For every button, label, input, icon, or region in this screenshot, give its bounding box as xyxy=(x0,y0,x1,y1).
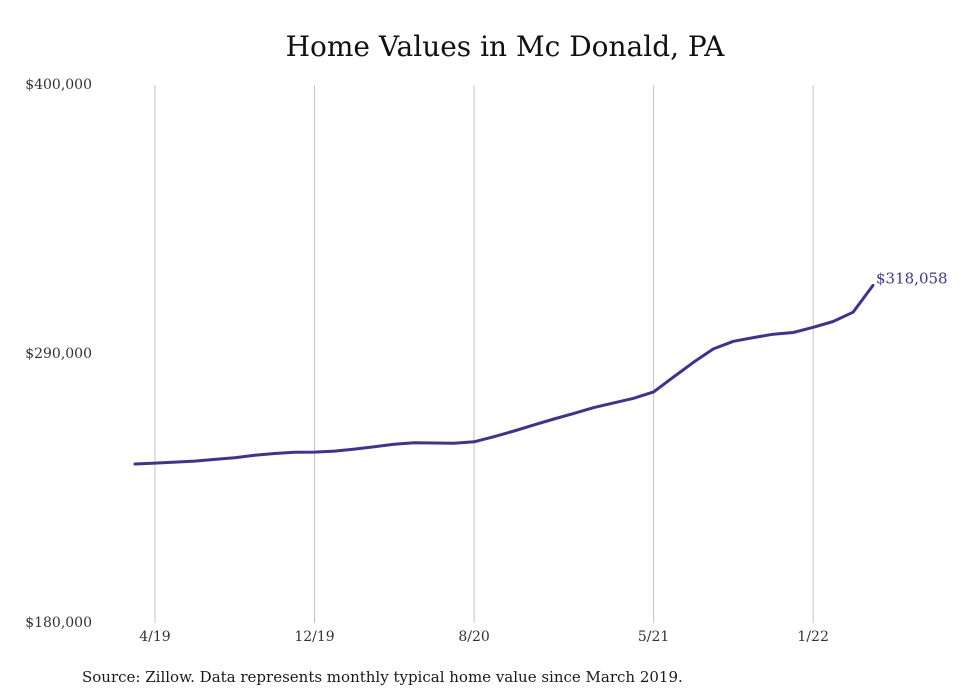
data-point xyxy=(413,441,416,444)
data-point xyxy=(513,430,516,433)
data-point xyxy=(253,454,256,457)
x-tick-label: 5/21 xyxy=(638,629,669,645)
series-line xyxy=(133,283,875,466)
x-axis-tick-labels: 4/19 12/19 8/20 5/21 1/22 xyxy=(139,629,829,645)
data-point xyxy=(153,462,156,465)
x-tick-label: 4/19 xyxy=(139,629,170,645)
vertical-grid-lines xyxy=(154,85,814,623)
data-point xyxy=(632,397,635,400)
data-point xyxy=(173,461,176,464)
data-point xyxy=(193,460,196,463)
data-point xyxy=(453,442,456,445)
data-point xyxy=(732,340,735,343)
end-value-label: $318,058 xyxy=(876,269,948,287)
data-point xyxy=(333,450,336,453)
end-label-layer: $318,058 xyxy=(876,269,948,287)
data-point xyxy=(752,336,755,339)
x-tick-label: 8/20 xyxy=(458,629,489,645)
data-point xyxy=(552,418,555,421)
data-point xyxy=(273,452,276,455)
data-point xyxy=(712,347,715,350)
data-point xyxy=(872,284,875,287)
data-point xyxy=(572,412,575,415)
data-point xyxy=(493,435,496,438)
data-point xyxy=(473,440,476,443)
series-layer xyxy=(133,283,875,466)
data-point xyxy=(532,423,535,426)
data-point xyxy=(433,442,436,445)
data-point xyxy=(612,401,615,404)
data-point xyxy=(832,320,835,323)
chart-title: Home Values in Mc Donald, PA xyxy=(285,30,725,63)
data-point xyxy=(772,333,775,336)
data-point xyxy=(373,445,376,448)
x-tick-label: 12/19 xyxy=(294,629,334,645)
data-point xyxy=(672,376,675,379)
y-axis-tick-labels: $400,000 $290,000 $180,000 xyxy=(25,77,92,631)
data-point xyxy=(313,451,316,454)
data-point xyxy=(213,458,216,461)
data-point xyxy=(353,448,356,451)
data-point xyxy=(852,311,855,314)
data-point xyxy=(233,456,236,459)
source-footnote: Source: Zillow. Data represents monthly … xyxy=(82,668,683,686)
data-point xyxy=(812,326,815,329)
data-point xyxy=(792,331,795,334)
y-tick-label: $400,000 xyxy=(25,77,92,93)
y-tick-label: $180,000 xyxy=(25,615,92,631)
data-point xyxy=(134,463,137,466)
data-point xyxy=(592,406,595,409)
data-point xyxy=(293,451,296,454)
data-point xyxy=(393,443,396,446)
data-point xyxy=(692,361,695,364)
data-point xyxy=(652,390,655,393)
x-tick-label: 1/22 xyxy=(797,629,828,645)
y-tick-label: $290,000 xyxy=(25,346,92,362)
